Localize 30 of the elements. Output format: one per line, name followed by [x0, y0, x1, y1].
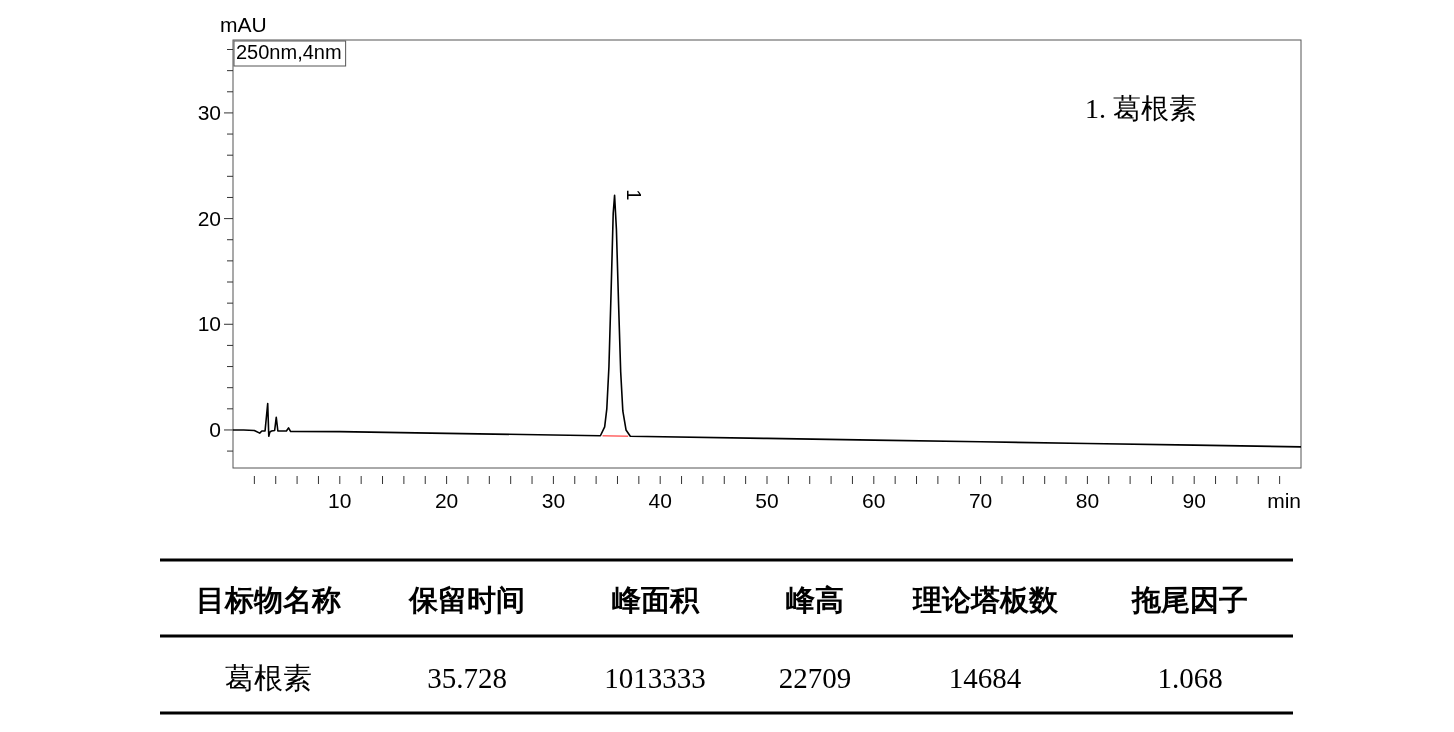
x-tick-label: 20 [434, 489, 459, 512]
x-tick-label: 80 [1075, 489, 1100, 512]
y-tick-label: 20 [197, 206, 221, 230]
text: 保留时间 [408, 584, 525, 616]
x-tick-label: 70 [968, 489, 993, 512]
text: 目标物名称 [195, 584, 341, 616]
annotation: 1 [622, 189, 645, 201]
text: 拖尾因子 [1131, 584, 1248, 616]
text: 22709 [778, 662, 852, 694]
annotation: 1. 葛根素 [1085, 93, 1197, 124]
x-axis-title: min [1267, 489, 1301, 512]
text: 理论塔板数 [911, 584, 1059, 616]
x-tick-label: 10 [328, 489, 352, 512]
text: 35.728 [427, 662, 507, 694]
text: 1013333 [604, 662, 706, 694]
text: 峰面积 [611, 584, 700, 616]
y-tick-label: 30 [197, 100, 221, 124]
y-tick-label: 10 [197, 312, 221, 336]
x-tick-label: 60 [862, 489, 886, 512]
annotation: 250nm,4nm [236, 41, 342, 63]
y-axis-title: mAU [220, 13, 267, 36]
text: 14684 [948, 662, 1022, 694]
y-tick-label: 0 [209, 417, 221, 441]
x-tick-label: 40 [648, 489, 672, 512]
x-tick-label: 50 [755, 489, 779, 512]
text: 葛根素 [224, 662, 312, 694]
x-tick-label: 30 [541, 489, 566, 512]
text: 1.068 [1157, 662, 1223, 694]
text: 峰高 [786, 584, 844, 616]
x-tick-label: 90 [1182, 489, 1206, 512]
